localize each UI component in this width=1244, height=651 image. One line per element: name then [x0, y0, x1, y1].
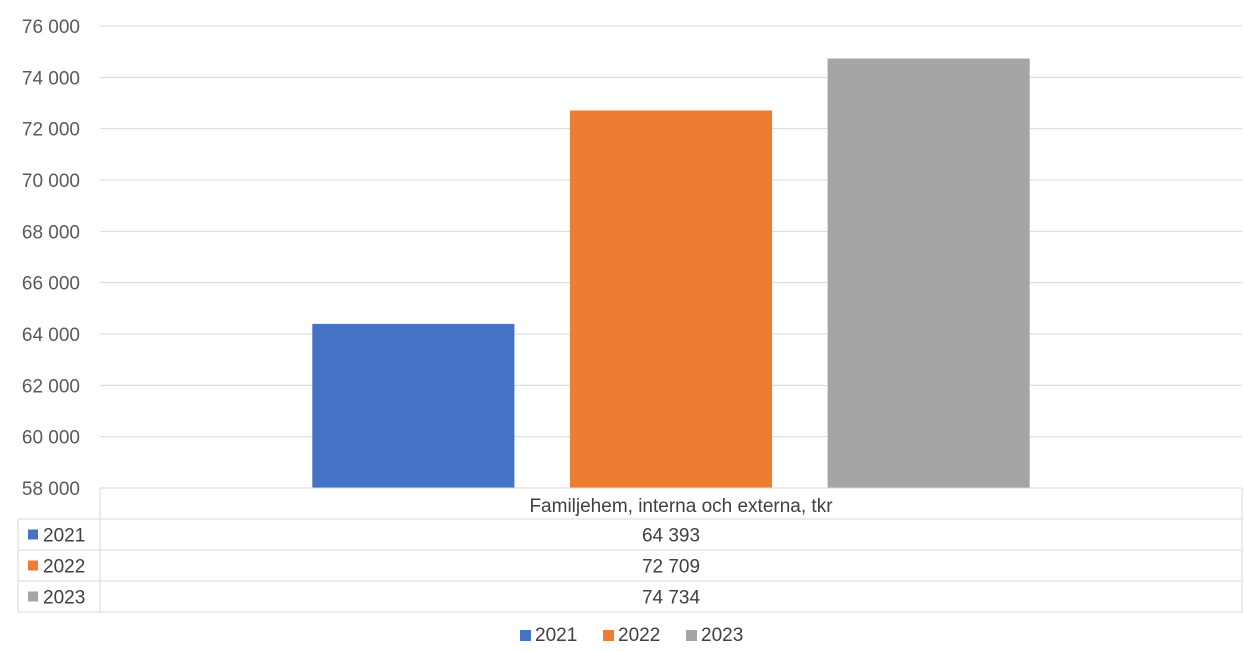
y-tick-label: 74 000 [22, 68, 80, 89]
table-legend-key-2023 [28, 591, 38, 602]
bar-2023 [827, 58, 1030, 489]
y-tick-label: 76 000 [22, 17, 80, 38]
legend-label: 2022 [618, 625, 660, 646]
y-tick-label: 66 000 [22, 274, 80, 295]
table-row-label: 2021 [43, 526, 85, 547]
table-cell-value: 64 393 [642, 526, 700, 547]
y-tick-label: 64 000 [22, 325, 80, 346]
legend-label: 2023 [701, 625, 743, 646]
bars [312, 58, 1030, 489]
y-tick-label: 62 000 [22, 376, 80, 397]
data-table: Familjehem, interna och externa, tkr 202… [17, 487, 1243, 613]
y-axis-tick-labels: 58 000 60 000 62 000 64 000 66 000 68 000 70 0… [22, 17, 80, 500]
legend-key-2021 [520, 630, 531, 641]
table-legend-key-2021 [28, 529, 38, 540]
bar-2022 [569, 110, 773, 489]
bar-2021 [312, 323, 515, 488]
table-row-label: 2023 [43, 588, 85, 609]
table-legend-key-2022 [28, 560, 38, 571]
y-tick-label: 68 000 [22, 222, 80, 243]
y-tick-label: 72 000 [22, 120, 80, 141]
y-tick-label: 60 000 [22, 428, 80, 449]
legend: 2021 2022 2023 [520, 625, 743, 646]
y-tick-label: 70 000 [22, 171, 80, 192]
table-cell-value: 72 709 [642, 557, 700, 578]
legend-label: 2021 [535, 625, 577, 646]
data-table-category-header: Familjehem, interna och externa, tkr [529, 496, 833, 517]
legend-key-2023 [686, 630, 697, 641]
table-cell-value: 74 734 [642, 588, 701, 609]
legend-key-2022 [603, 630, 614, 641]
y-tick-label: 58 000 [22, 479, 80, 500]
table-row-label: 2022 [43, 557, 85, 578]
